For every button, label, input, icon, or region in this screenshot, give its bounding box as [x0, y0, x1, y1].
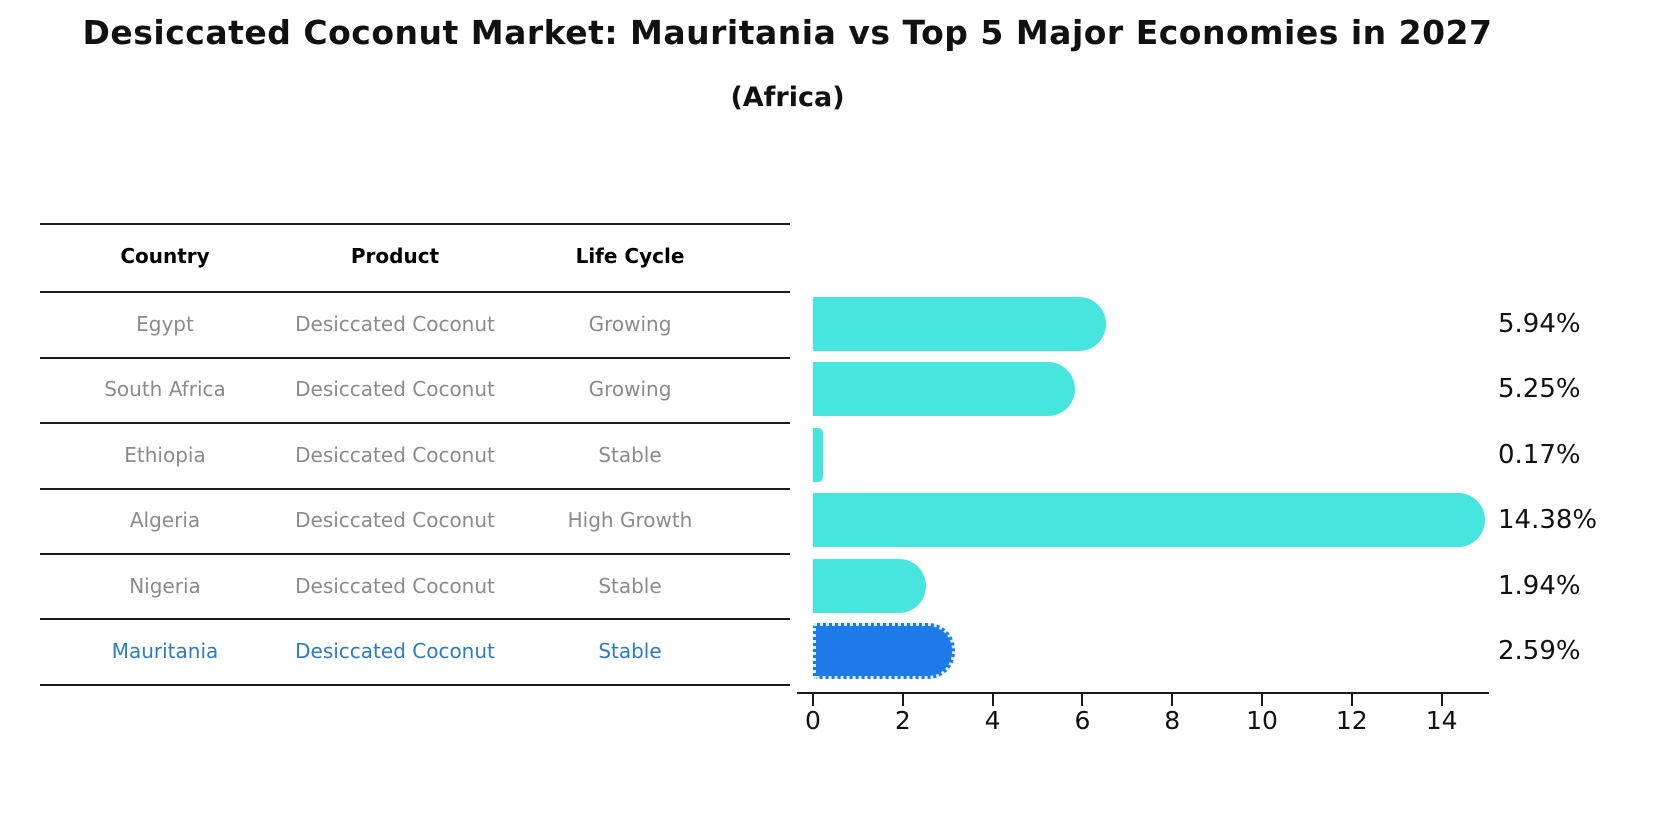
table-header-country: Country	[120, 244, 210, 268]
table-cell-life-cycle: Stable	[598, 639, 662, 663]
bar-south-africa	[813, 362, 1075, 417]
table-header-life-cycle: Life Cycle	[575, 244, 685, 268]
table-divider-line	[40, 223, 790, 225]
x-axis-line	[797, 692, 1489, 694]
bar-value-label: 2.59%	[1498, 636, 1581, 666]
x-axis-tick-mark	[1261, 693, 1263, 706]
table-divider-line	[40, 422, 790, 425]
table-divider-line	[40, 487, 790, 490]
bar-nigeria	[813, 558, 927, 613]
table-cell-country: Nigeria	[129, 573, 201, 598]
table-cell-life-cycle: Growing	[588, 312, 672, 336]
table-cell-country: Algeria	[129, 508, 201, 533]
table-cell-product: Desiccated Coconut	[295, 639, 495, 663]
table-cell-product: Desiccated Coconut	[295, 573, 495, 598]
x-axis-tick-label: 10	[1246, 706, 1278, 735]
table-cell-country: South Africa	[104, 377, 226, 402]
bar-egypt	[813, 297, 1106, 351]
x-axis-tick-label: 4	[984, 706, 1001, 735]
table-divider-line	[40, 683, 790, 686]
bar-value-label: 0.17%	[1498, 439, 1581, 470]
bar-value-label: 14.38%	[1498, 505, 1598, 536]
x-axis-tick-label: 0	[805, 706, 821, 735]
x-axis-tick-label: 2	[894, 706, 911, 735]
x-axis-tick-mark	[901, 693, 904, 706]
table-cell-life-cycle: High Growth	[567, 508, 693, 533]
table-header-product: Product	[350, 244, 440, 268]
bar-highlight-mauritania	[813, 623, 956, 679]
x-axis-tick-mark	[1350, 693, 1353, 706]
bar-value-label: 5.94%	[1498, 309, 1581, 339]
bar-algeria	[813, 493, 1485, 548]
table-cell-country: Mauritania	[111, 639, 219, 663]
x-axis-tick-mark	[1081, 693, 1084, 706]
table-cell-country: Ethiopia	[124, 442, 206, 467]
bar-ethiopia	[813, 427, 823, 482]
bar-value-label: 1.94%	[1498, 570, 1581, 601]
x-axis-tick-mark	[1440, 693, 1443, 706]
table-divider-line	[40, 356, 790, 359]
chart-title: Desiccated Coconut Market: Mauritania vs…	[82, 13, 1493, 52]
table-cell-country: Egypt	[136, 312, 194, 336]
table-cell-life-cycle: Growing	[588, 377, 672, 402]
x-axis-tick-label: 14	[1425, 706, 1458, 735]
x-axis-tick-mark	[991, 693, 994, 706]
x-axis-tick-mark	[812, 693, 814, 706]
x-axis-tick-mark	[1171, 693, 1174, 706]
table-divider-line	[40, 618, 790, 621]
x-axis-tick-label: 6	[1074, 706, 1091, 735]
table-cell-product: Desiccated Coconut	[295, 442, 495, 467]
x-axis-tick-label: 8	[1164, 706, 1181, 735]
bar-value-label: 5.25%	[1498, 374, 1581, 405]
x-axis-tick-label: 12	[1335, 706, 1368, 735]
table-cell-life-cycle: Stable	[598, 573, 662, 598]
table-cell-life-cycle: Stable	[598, 442, 662, 467]
table-divider-line	[40, 291, 790, 294]
table-cell-product: Desiccated Coconut	[295, 312, 495, 336]
table-cell-product: Desiccated Coconut	[295, 377, 495, 402]
table-divider-line	[40, 552, 790, 555]
table-cell-product: Desiccated Coconut	[295, 508, 495, 533]
chart-subtitle: (Africa)	[730, 82, 845, 113]
